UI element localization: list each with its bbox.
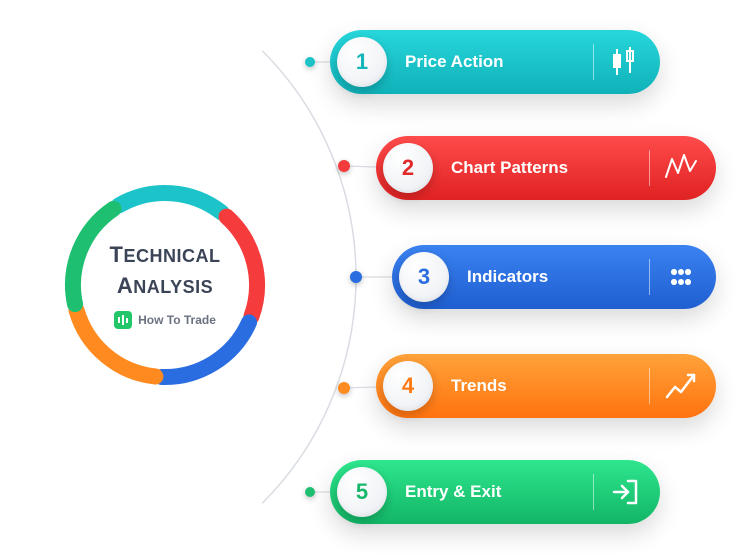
connector-node bbox=[350, 271, 362, 283]
connector-node bbox=[338, 160, 350, 172]
hub-subtitle-row: How To Trade bbox=[114, 311, 216, 329]
hub-subtitle: How To Trade bbox=[138, 313, 216, 327]
pill-trends: 4Trends bbox=[376, 354, 716, 418]
pill-divider bbox=[649, 368, 650, 404]
hub-title-line1-rest: echnical bbox=[123, 246, 220, 266]
pill-label: Price Action bbox=[387, 52, 583, 72]
pill-chart-patterns: 2Chart Patterns bbox=[376, 136, 716, 200]
dots-icon bbox=[664, 260, 698, 294]
trend-icon bbox=[664, 369, 698, 403]
pill-number: 1 bbox=[337, 37, 387, 87]
pill-indicators: 3Indicators bbox=[392, 245, 716, 309]
pill-number: 5 bbox=[337, 467, 387, 517]
pill-entry-exit: 5Entry & Exit bbox=[330, 460, 660, 524]
hub-title-line2-initial: A bbox=[117, 273, 133, 298]
hub-center: Technical Analysis How To Trade bbox=[60, 180, 270, 390]
infographic-canvas: Technical Analysis How To Trade 1Price A… bbox=[0, 0, 750, 554]
pill-divider bbox=[649, 150, 650, 186]
hub-title-line1-initial: T bbox=[110, 242, 124, 267]
pill-divider bbox=[593, 474, 594, 510]
connector-node bbox=[305, 57, 315, 67]
patterns-icon bbox=[664, 151, 698, 185]
connector-node bbox=[305, 487, 315, 497]
hub-title: Technical Analysis bbox=[110, 241, 221, 300]
pill-divider bbox=[649, 259, 650, 295]
pill-price-action: 1Price Action bbox=[330, 30, 660, 94]
pill-number: 2 bbox=[383, 143, 433, 193]
hub-title-line2-rest: nalysis bbox=[133, 277, 213, 297]
candles-icon bbox=[608, 45, 642, 79]
connector-node bbox=[338, 382, 350, 394]
pill-number: 3 bbox=[399, 252, 449, 302]
pill-label: Trends bbox=[433, 376, 639, 396]
pill-divider bbox=[593, 44, 594, 80]
pill-label: Entry & Exit bbox=[387, 482, 583, 502]
pill-label: Chart Patterns bbox=[433, 158, 639, 178]
pill-number: 4 bbox=[383, 361, 433, 411]
pill-label: Indicators bbox=[449, 267, 639, 287]
exit-icon bbox=[608, 475, 642, 509]
brand-badge-icon bbox=[114, 311, 132, 329]
